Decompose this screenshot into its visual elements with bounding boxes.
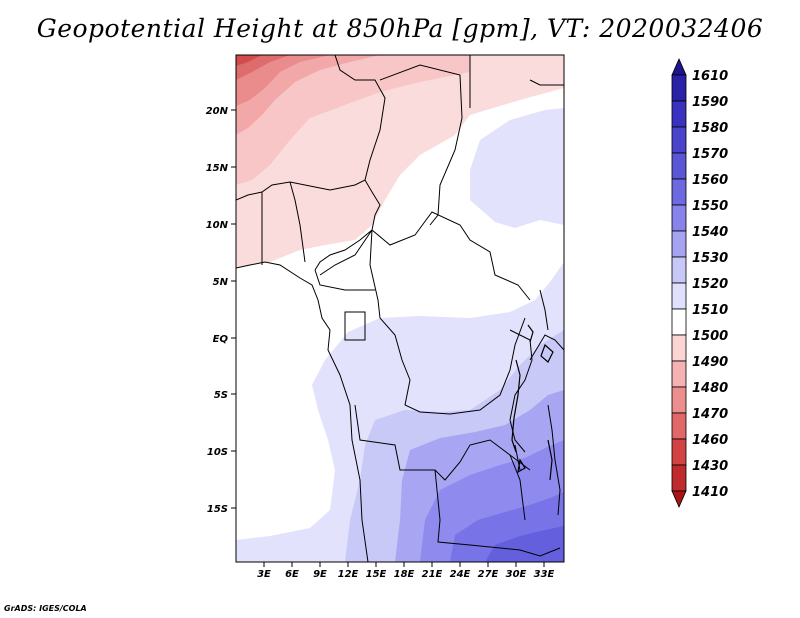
lon-tick-label: 18E (394, 569, 415, 580)
lat-tick-label: 5N (213, 277, 229, 288)
colorbar-label: 1410 (692, 485, 728, 500)
lat-tick-label: 5S (214, 390, 228, 401)
lakes (511, 324, 554, 481)
colorbar-top-arrow (671, 58, 687, 76)
colorbar-label: 1480 (692, 381, 728, 396)
map-title: Geopotential Height at 850hPa [gpm], VT:… (36, 14, 764, 43)
lat-axis: 20N 15N 10N 5N EQ 5S 10S 15S (206, 106, 236, 515)
lon-tick-label: 24E (450, 569, 471, 580)
colorbar-swatch (671, 334, 687, 362)
colorbar-label: 1500 (692, 329, 728, 344)
lat-tick-label: 10N (206, 220, 229, 231)
colorbar-swatch (671, 230, 687, 258)
colorbar-swatch (671, 308, 687, 336)
map-frame (235, 54, 565, 563)
lon-tick-label: 9E (313, 569, 327, 580)
colorbar-swatch (671, 204, 687, 232)
colorbar-swatch (671, 152, 687, 180)
country-borders (236, 55, 564, 562)
colorbar-label: 1610 (692, 69, 728, 84)
lat-tick-label: 15S (207, 504, 228, 515)
colorbar-label: 1580 (692, 121, 728, 136)
lat-tick-label: EQ (213, 334, 229, 345)
lon-tick-label: 27E (478, 569, 499, 580)
contour-1570 (485, 526, 564, 562)
lon-tick-label: 6E (285, 569, 299, 580)
colorbar-swatch (671, 256, 687, 284)
colorbar-label: 1550 (692, 199, 728, 214)
colorbar-swatch (671, 126, 687, 154)
colorbar-swatch (671, 100, 687, 128)
colorbar-label: 1530 (692, 251, 728, 266)
height-field (236, 55, 564, 562)
colorbar-swatch (671, 464, 687, 492)
contour-1490 (236, 55, 470, 185)
contour-1520-ne (470, 108, 564, 228)
colorbar-swatch (671, 412, 687, 440)
lat-tick-label: 15N (206, 163, 229, 174)
colorbar-label: 1590 (692, 95, 728, 110)
lat-tick-label: 10S (207, 447, 228, 458)
lon-tick-label: 33E (534, 569, 555, 580)
contour-1430 (236, 55, 262, 66)
colorbar-label: 1510 (692, 303, 728, 318)
colorbar-label: 1460 (692, 433, 728, 448)
colorbar-swatch (671, 360, 687, 388)
colorbar-label: 1470 (692, 407, 728, 422)
grads-credit: GrADS: IGES/COLA (4, 604, 87, 613)
colorbar-swatch (671, 438, 687, 466)
lon-tick-label: 3E (257, 569, 271, 580)
colorbar-bottom-arrow (671, 490, 687, 508)
colorbar-label: 1490 (692, 355, 728, 370)
colorbar-label: 1540 (692, 225, 728, 240)
colorbar-label: 1560 (692, 173, 728, 188)
lat-tick-label: 20N (206, 106, 229, 117)
lon-tick-label: 30E (506, 569, 527, 580)
colorbar-label: 1430 (692, 459, 728, 474)
colorbar-label: 1570 (692, 147, 728, 162)
colorbar-swatch (671, 74, 687, 102)
lon-tick-label: 12E (338, 569, 359, 580)
colorbar-label: 1520 (692, 277, 728, 292)
colorbar-swatch (671, 282, 687, 310)
colorbar: 1610 1590 1580 1570 1560 1550 1540 1530 1520 1510… (671, 58, 728, 508)
lon-axis: 3E 6E 9E 12E 15E 18E 21E 24E 27E 30E 33E (257, 562, 555, 580)
colorbar-swatch (671, 178, 687, 206)
lon-tick-label: 21E (422, 569, 443, 580)
lon-tick-label: 15E (366, 569, 387, 580)
colorbar-swatch (671, 386, 687, 414)
